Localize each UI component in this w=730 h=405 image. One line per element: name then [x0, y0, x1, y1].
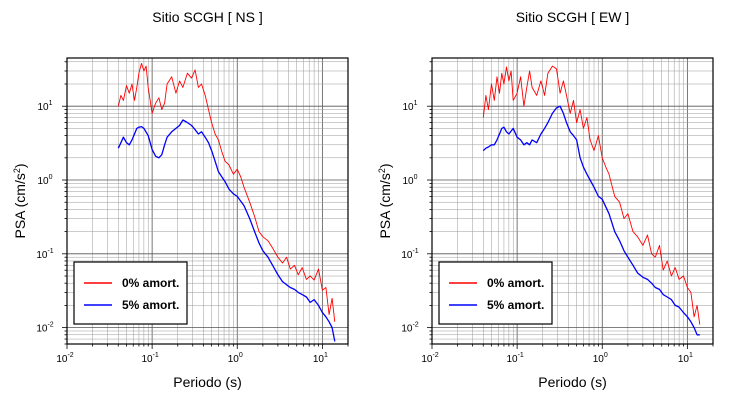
series-line-5-amort	[117, 119, 336, 342]
y-tick-label-exp: 0	[49, 174, 53, 181]
series-line-5-amort	[482, 105, 700, 336]
y-axis-label-end: )	[377, 163, 393, 168]
x-tick-label: 10-2	[56, 352, 73, 365]
chart-title: Sitio SCGH [ EW ]	[516, 9, 630, 25]
y-axis-label-base: PSA (cm/s	[12, 173, 28, 238]
legend-box	[438, 261, 553, 325]
x-tick-label-exp: 1	[689, 352, 693, 359]
tick-marks	[427, 61, 714, 349]
y-axis-label-end: )	[12, 163, 28, 168]
y-tick-label-exp: 1	[49, 100, 53, 107]
y-tick-label-exp: -1	[47, 248, 53, 255]
x-tick-label-base: 10	[593, 354, 605, 365]
x-tick-label: 10-1	[141, 352, 158, 365]
y-tick-label-base: 10	[401, 250, 413, 261]
x-tick-label-base: 10	[313, 354, 325, 365]
x-tick-label-base: 10	[228, 354, 240, 365]
legend-label: 5% amort.	[122, 298, 179, 312]
y-tick-label: 101	[37, 100, 52, 113]
x-tick-label-base: 10	[678, 354, 690, 365]
x-tick-label-base: 10	[421, 354, 433, 365]
y-axis-label-exp: 2	[12, 168, 22, 173]
plot-frame	[66, 57, 349, 345]
y-tick-label-base: 10	[37, 176, 49, 187]
legend: 0% amort. 5% amort.	[73, 261, 188, 325]
x-tick-label-exp: 1	[324, 352, 328, 359]
chart-title: Sitio SCGH [ NS ]	[152, 9, 262, 25]
series-line-0-amort	[482, 65, 701, 325]
y-tick-label-exp: -1	[412, 248, 418, 255]
legend-label: 0% amort.	[122, 276, 179, 290]
y-tick-label-base: 10	[37, 102, 49, 113]
x-tick-label: 100	[228, 352, 243, 365]
x-axis-label: Periodo (s)	[173, 374, 241, 390]
legend-label: 5% amort.	[487, 298, 544, 312]
y-tick-label-base: 10	[36, 324, 48, 335]
y-tick-label: 10-1	[401, 248, 418, 261]
y-tick-label-base: 10	[402, 176, 414, 187]
chart-panel-ns: Sitio SCGH [ NS ]10-2 10-1 100 10110-210-11…	[12, 9, 349, 390]
legend-box	[73, 261, 188, 325]
x-tick-label: 10-1	[506, 352, 523, 365]
x-tick-label: 100	[593, 352, 608, 365]
x-tick-label-exp: -2	[432, 352, 438, 359]
plot-frame	[431, 57, 714, 345]
y-axis-label-exp: 2	[377, 168, 387, 173]
y-tick-label-base: 10	[402, 102, 414, 113]
x-tick-label-exp: 0	[239, 352, 243, 359]
y-tick-label: 100	[402, 174, 417, 187]
y-tick-label: 10-2	[401, 322, 418, 335]
x-tick-label-exp: -2	[67, 352, 73, 359]
x-axis-label: Periodo (s)	[538, 374, 606, 390]
x-tick-label: 101	[313, 352, 328, 365]
y-tick-label: 101	[402, 100, 417, 113]
y-tick-label-exp: 1	[414, 100, 418, 107]
y-tick-label: 100	[37, 174, 52, 187]
x-tick-label-exp: -1	[153, 352, 159, 359]
y-tick-label: 10-2	[36, 322, 53, 335]
y-axis-label-base: PSA (cm/s	[377, 173, 393, 238]
x-tick-label-base: 10	[56, 354, 68, 365]
x-tick-label: 10-2	[421, 352, 438, 365]
series-line-0-amort	[117, 62, 336, 322]
x-tick-label-exp: -1	[518, 352, 524, 359]
y-tick-label-exp: -2	[412, 322, 418, 329]
chart-panel-ew: Sitio SCGH [ EW ]10-2 10-1 100 10110-210-11…	[377, 9, 714, 390]
y-axis-label: PSA (cm/s2)	[377, 163, 393, 238]
x-tick-label-exp: 0	[604, 352, 608, 359]
legend: 0% amort. 5% amort.	[438, 261, 553, 325]
y-tick-label-exp: -2	[47, 322, 53, 329]
y-axis-label: PSA (cm/s2)	[12, 163, 28, 238]
tick-marks	[62, 61, 349, 349]
x-tick-label-base: 10	[506, 354, 518, 365]
x-tick-label-base: 10	[141, 354, 153, 365]
y-tick-label-base: 10	[401, 324, 413, 335]
y-tick-label-base: 10	[36, 250, 48, 261]
y-tick-label-exp: 0	[414, 174, 418, 181]
legend-label: 0% amort.	[487, 276, 544, 290]
y-tick-label: 10-1	[36, 248, 53, 261]
x-tick-label: 101	[678, 352, 693, 365]
